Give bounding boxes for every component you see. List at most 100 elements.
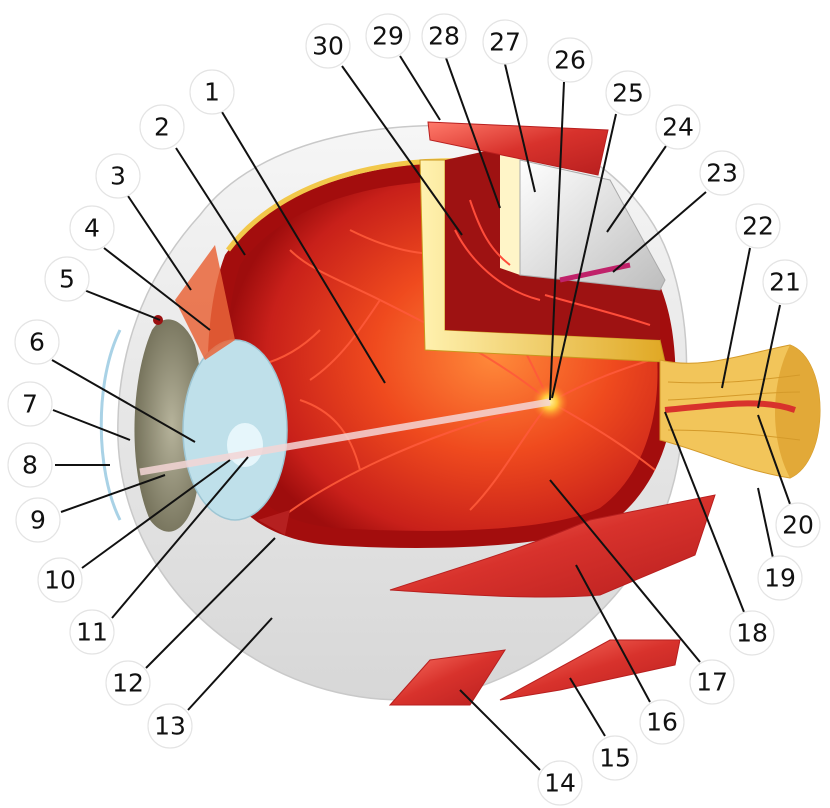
visual-axis <box>139 398 551 476</box>
callout-circle-3 <box>95 153 141 199</box>
callout-label-8: 8 <box>22 451 38 480</box>
callout-20: 20 <box>775 502 821 548</box>
optic-nerve <box>659 344 821 479</box>
leader-line-26 <box>549 81 565 401</box>
callout-circle-14 <box>537 760 583 806</box>
leader-line-22 <box>721 247 751 389</box>
leader-line-6 <box>51 359 196 443</box>
callout-circle-1 <box>189 69 235 115</box>
callout-circle-17 <box>689 659 735 705</box>
callout-circle-13 <box>147 703 193 749</box>
callout-label-29: 29 <box>372 22 404 51</box>
callout-circle-23 <box>699 150 745 196</box>
leader-line-30 <box>341 65 463 236</box>
leader-line-12 <box>145 537 276 669</box>
callout-label-5: 5 <box>59 265 75 294</box>
callout-12: 12 <box>105 660 151 706</box>
callout-label-17: 17 <box>696 668 728 697</box>
callout-label-28: 28 <box>428 22 460 51</box>
leader-line-17 <box>549 479 701 663</box>
callout-circle-11 <box>69 609 115 655</box>
callout-3: 3 <box>95 153 141 199</box>
leader-line-16 <box>575 564 651 703</box>
callout-14: 14 <box>537 760 583 806</box>
callout-circle-21 <box>762 259 808 305</box>
callout-label-14: 14 <box>544 769 576 798</box>
leader-line-14 <box>459 689 541 771</box>
callout-label-26: 26 <box>554 46 586 75</box>
callout-label-22: 22 <box>742 212 774 241</box>
callout-27: 27 <box>482 19 528 65</box>
callout-circle-30 <box>305 23 351 69</box>
leader-line-5 <box>83 289 161 321</box>
callout-19: 19 <box>757 555 803 601</box>
callout-6: 6 <box>14 319 60 365</box>
callout-label-13: 13 <box>154 712 186 741</box>
callout-30: 30 <box>305 23 351 69</box>
leader-line-3 <box>127 195 192 291</box>
callout-label-27: 27 <box>489 28 521 57</box>
callout-label-10: 10 <box>44 566 76 595</box>
callout-circle-25 <box>605 70 651 116</box>
callout-label-11: 11 <box>76 618 108 647</box>
callout-26: 26 <box>547 37 593 83</box>
callout-circle-5 <box>44 256 90 302</box>
leader-line-10 <box>81 459 231 569</box>
callout-circle-27 <box>482 19 528 65</box>
callout-circle-7 <box>7 381 53 427</box>
callout-circle-15 <box>592 735 638 781</box>
callout-4: 4 <box>69 205 115 251</box>
callout-18: 18 <box>729 610 775 656</box>
callout-label-20: 20 <box>782 511 814 540</box>
callout-29: 29 <box>365 13 411 59</box>
callout-15: 15 <box>592 735 638 781</box>
callout-label-19: 19 <box>764 564 796 593</box>
callout-circle-10 <box>37 557 83 603</box>
callout-17: 17 <box>689 659 735 705</box>
callout-label-23: 23 <box>706 159 738 188</box>
callout-label-12: 12 <box>112 669 144 698</box>
callout-25: 25 <box>605 70 651 116</box>
callout-circle-20 <box>775 502 821 548</box>
callout-label-25: 25 <box>612 79 644 108</box>
callout-label-3: 3 <box>110 162 126 191</box>
callout-7: 7 <box>7 381 53 427</box>
callout-label-2: 2 <box>154 113 170 142</box>
callout-label-18: 18 <box>736 619 768 648</box>
callout-circle-28 <box>421 13 467 59</box>
callout-circle-26 <box>547 37 593 83</box>
leader-line-23 <box>612 191 707 273</box>
callout-10: 10 <box>37 557 83 603</box>
leader-line-18 <box>664 411 745 613</box>
leader-line-13 <box>187 617 273 711</box>
callout-11: 11 <box>69 609 115 655</box>
leader-line-24 <box>606 145 667 233</box>
cornea <box>99 329 122 521</box>
callout-circle-19 <box>757 555 803 601</box>
leader-line-9 <box>60 474 166 513</box>
callout-24: 24 <box>655 104 701 150</box>
callout-circle-12 <box>105 660 151 706</box>
callout-28: 28 <box>421 13 467 59</box>
callout-13: 13 <box>147 703 193 749</box>
leader-lines <box>51 55 791 771</box>
callout-16: 16 <box>639 699 685 745</box>
callout-label-6: 6 <box>29 328 45 357</box>
leader-line-20 <box>757 414 791 505</box>
callout-circle-2 <box>139 104 185 150</box>
callout-23: 23 <box>699 150 745 196</box>
callout-label-30: 30 <box>312 32 344 61</box>
callout-label-15: 15 <box>599 744 631 773</box>
leader-line-21 <box>757 304 781 409</box>
callout-label-7: 7 <box>22 390 38 419</box>
leader-line-19 <box>757 487 774 559</box>
callout-circle-6 <box>14 319 60 365</box>
callout-circle-22 <box>735 203 781 249</box>
leader-line-27 <box>504 63 536 193</box>
callout-9: 9 <box>15 497 61 543</box>
leader-line-29 <box>399 55 441 121</box>
leader-line-2 <box>175 147 246 256</box>
callout-circle-4 <box>69 205 115 251</box>
callout-label-16: 16 <box>646 708 678 737</box>
